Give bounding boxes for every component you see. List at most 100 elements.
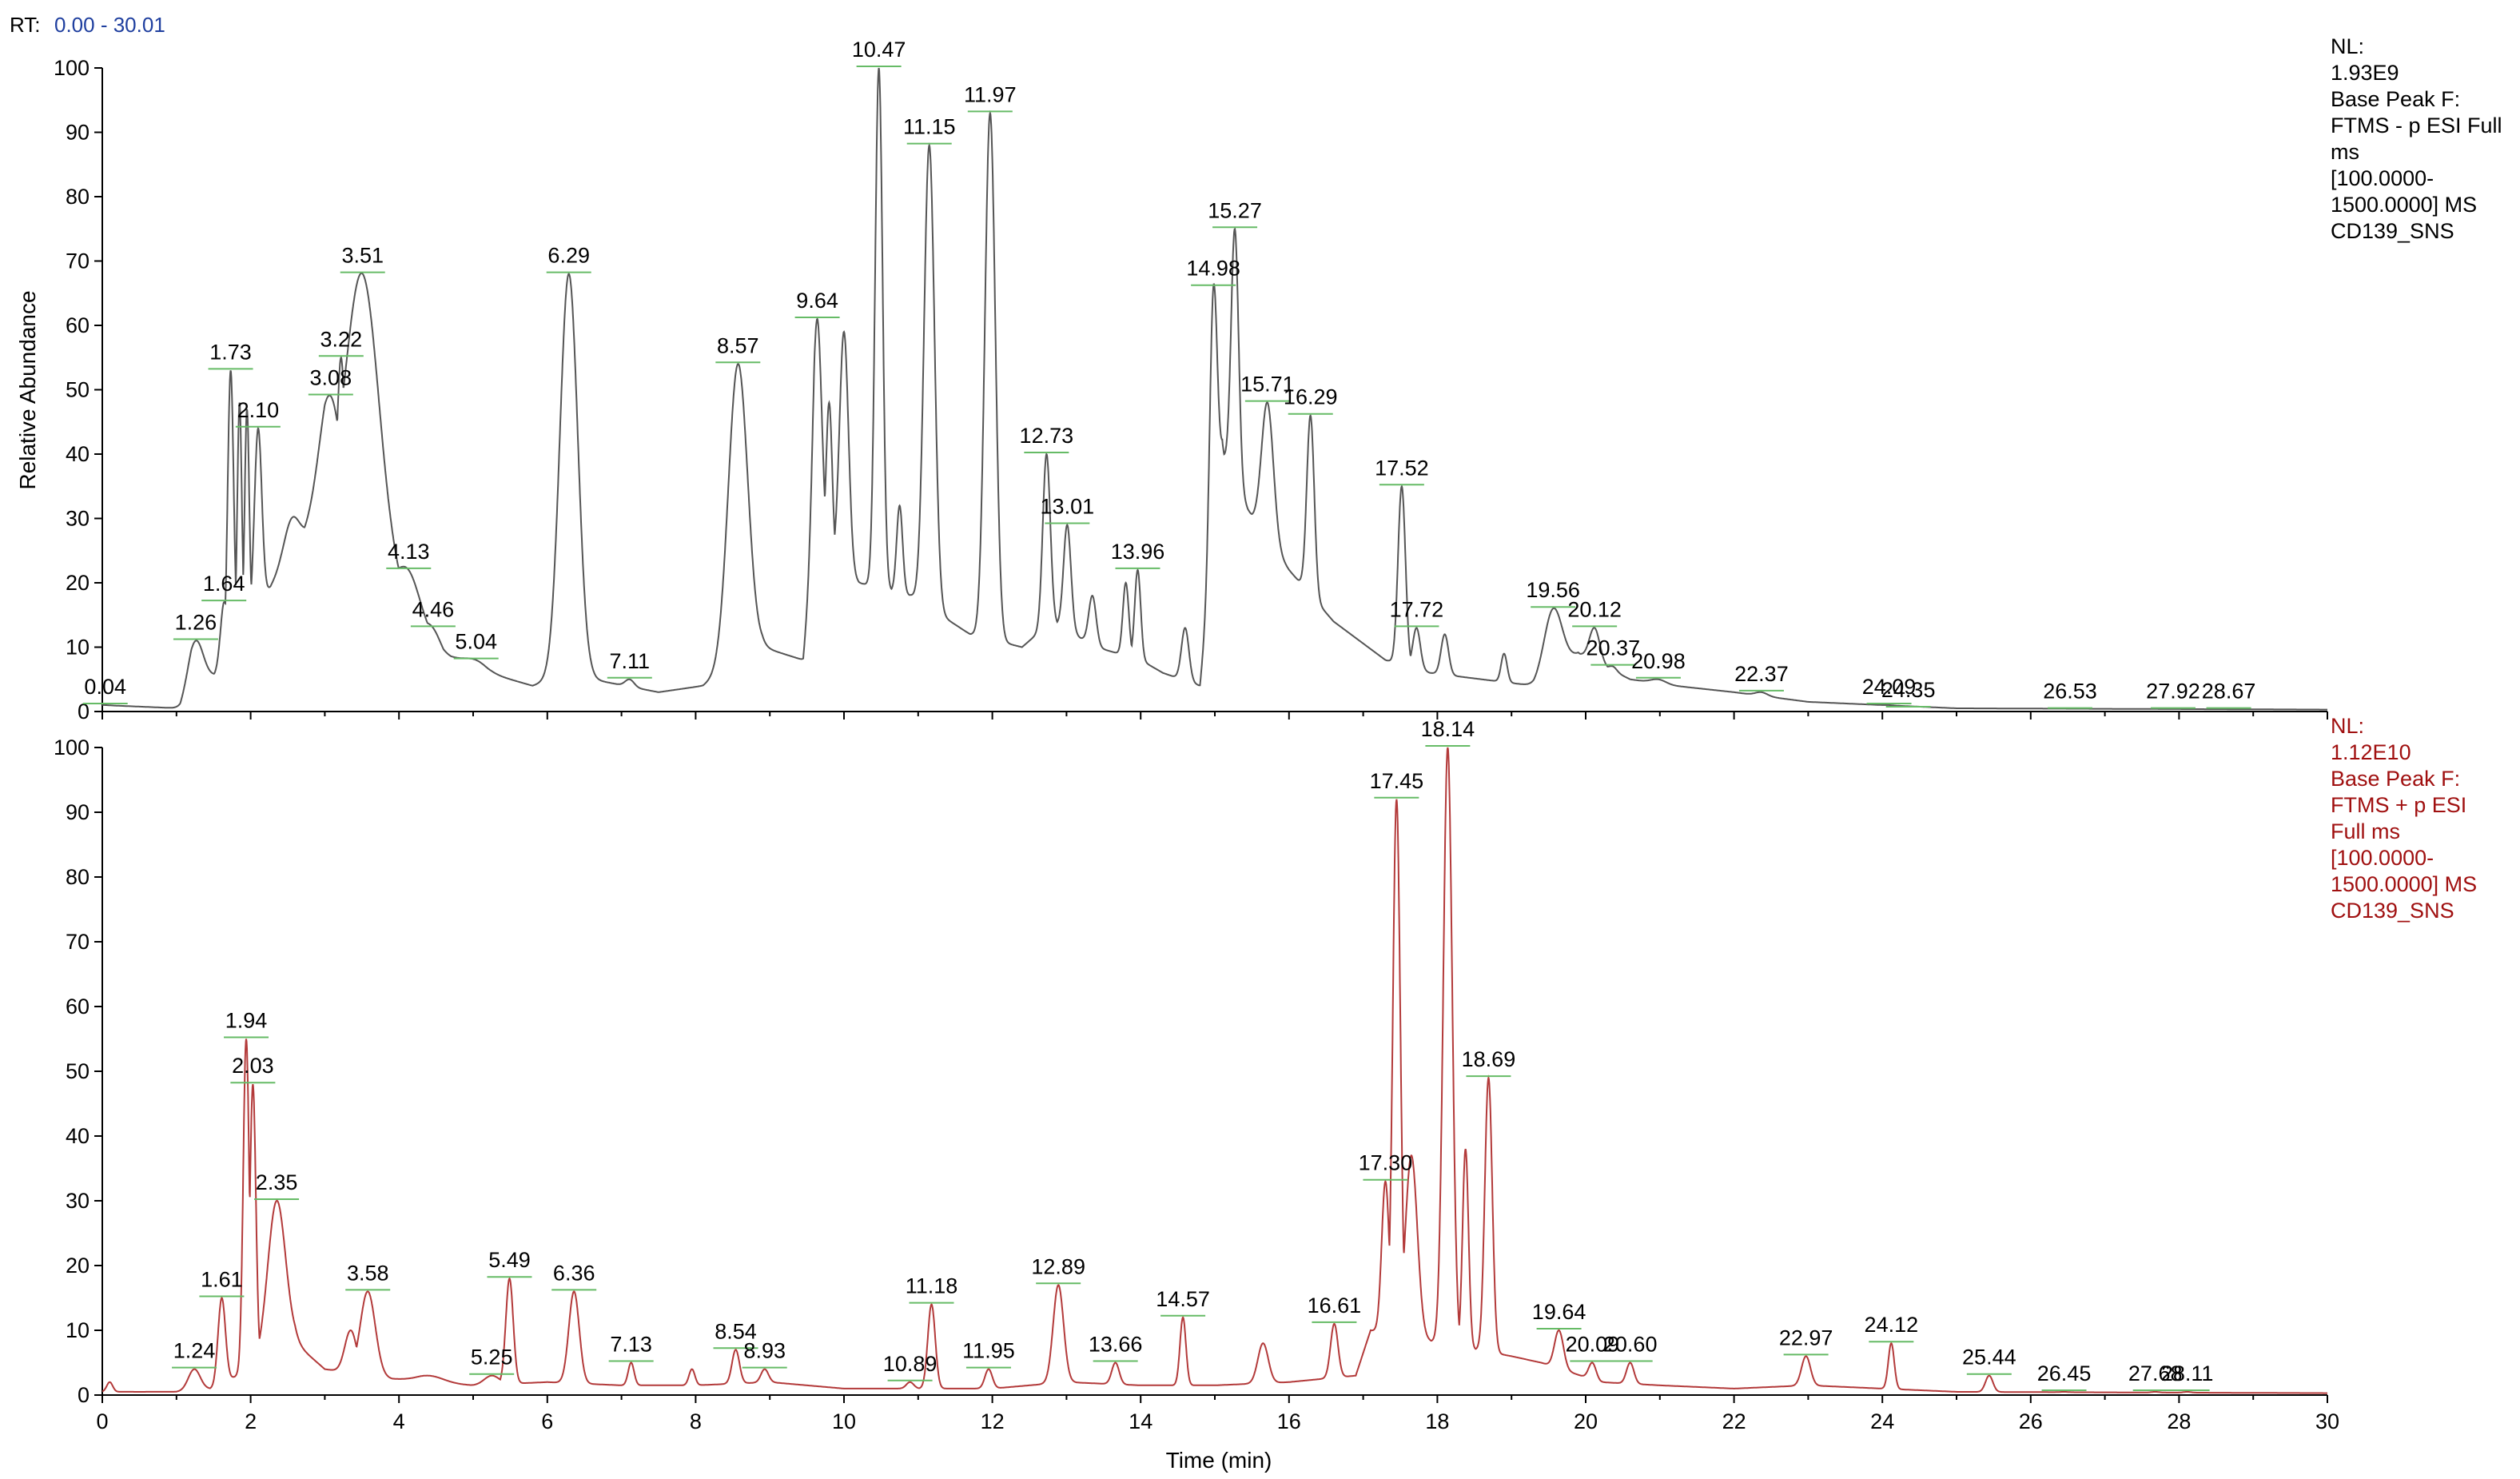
peak-label: 18.69 [1462,1047,1516,1071]
y-tick-label: 50 [66,1059,90,1083]
peak-label: 19.56 [1526,578,1580,602]
peak-label: 14.57 [1156,1287,1210,1311]
y-tick-label: 90 [66,121,90,145]
x-tick-label: 22 [1722,1409,1746,1433]
x-tick-label: 30 [2315,1409,2339,1433]
peak-label: 3.08 [310,366,352,390]
info-line: CD139_SNS [2331,899,2454,923]
peak-label: 5.04 [455,630,497,654]
y-tick-label: 70 [66,930,90,954]
peak-label: 1.64 [203,572,245,596]
y-tick-label: 60 [66,995,90,1019]
y-tick-label: 60 [66,313,90,337]
peak-label: 4.46 [412,597,455,621]
peak-label: 1.24 [173,1339,216,1363]
peak-label: 2.10 [237,398,280,422]
info-line: NL: [2331,34,2364,58]
peak-label: 3.22 [320,327,363,351]
peak-label: 17.72 [1390,597,1444,621]
peak-label: 20.98 [1631,649,1686,673]
y-tick-label: 80 [66,185,90,209]
peak-label: 8.54 [715,1319,757,1343]
y-tick-label: 10 [66,1318,90,1342]
peak-label: 20.12 [1567,597,1622,621]
peak-label: 15.71 [1240,373,1295,397]
x-tick-label: 4 [393,1409,405,1433]
info-line: Base Peak F: [2331,767,2460,791]
peak-label: 12.89 [1031,1254,1085,1278]
peak-label: 20.60 [1603,1333,1658,1357]
peak-label: 1.26 [175,610,217,634]
info-line: 1500.0000] MS [2331,872,2477,896]
chart-panel-1: 0 10 20 30 40 50 60 70 80 90 100 0.04 1.26 1.64 1.73 2.… [54,34,2502,724]
peak-label: 10.47 [852,38,906,62]
info-line: ms [2331,140,2359,164]
peak-label: 24.12 [1865,1313,1919,1337]
peak-label: 7.13 [610,1333,652,1357]
peak-label: 5.49 [488,1248,531,1272]
peak-label: 13.66 [1089,1333,1143,1357]
x-tick-label: 18 [1425,1409,1449,1433]
x-tick-label: 12 [981,1409,1005,1433]
peak-label: 26.45 [2037,1361,2092,1385]
y-tick-label: 70 [66,249,90,273]
peak-label: 4.13 [388,540,430,564]
rt-range: 0.00 - 30.01 [54,13,165,37]
peak-label: 13.01 [1041,495,1095,519]
info-line: 1500.0000] MS [2331,193,2477,217]
x-tick-label: 10 [832,1409,856,1433]
peak-label: 1.73 [209,340,252,364]
peak-label: 24.35 [1881,678,1936,702]
y-tick-label: 90 [66,800,90,824]
peak-label: 22.97 [1779,1326,1833,1349]
y-tick-label: 20 [66,1254,90,1278]
peak-label: 5.25 [471,1345,513,1369]
x-tick-label: 20 [1574,1409,1598,1433]
peak-label: 7.11 [610,649,651,673]
x-tick-label: 28 [2167,1409,2191,1433]
peak-label: 20.09 [1566,1333,1620,1357]
info-line: FTMS + p ESI [2331,793,2466,817]
peak-label: 6.36 [553,1261,595,1285]
peak-label: 19.64 [1532,1300,1586,1324]
x-tick-label: 0 [96,1409,108,1433]
info-line: 1.12E10 [2331,740,2411,764]
info-line: [100.0000- [2331,846,2434,870]
peak-label: 2.03 [232,1054,274,1078]
peak-label: 18.14 [1421,717,1475,741]
peak-label: 14.98 [1186,257,1240,281]
peak-label: 12.73 [1020,424,1074,448]
y-tick-label: 30 [66,1189,90,1213]
x-tick-label: 24 [1870,1409,1894,1433]
peak-label: 3.51 [341,244,384,268]
peak-label: 13.96 [1111,540,1165,564]
x-tick-label: 14 [1129,1409,1153,1433]
peak-label: 6.29 [547,244,590,268]
peak-label: 22.37 [1734,662,1789,686]
peak-label: 1.61 [201,1268,243,1292]
info-line: CD139_SNS [2331,219,2454,243]
chart-panels: 01020304050607080901000.041.261.641.732.… [54,34,2502,1433]
peak-label: 27.92 [2146,680,2200,704]
x-tick-label: 26 [2019,1409,2043,1433]
peak-label: 17.30 [1359,1151,1413,1175]
info-line: FTMS - p ESI Full [2331,114,2502,138]
info-line: NL: [2331,714,2364,738]
peak-label: 17.45 [1370,769,1424,793]
y-tick-label: 10 [66,636,90,660]
peak-label: 16.29 [1284,385,1338,409]
peak-label: 8.93 [743,1339,786,1363]
x-tick-label: 8 [690,1409,702,1433]
x-tick-label: 2 [245,1409,257,1433]
peak-label: 24.09 [1862,675,1917,699]
peak-label: 25.44 [1962,1345,2016,1369]
peak-label: 28.67 [2202,680,2256,704]
peak-label: 27.68 [2128,1361,2183,1385]
y-tick-label: 100 [54,56,90,80]
y-tick-label: 100 [54,736,90,759]
info-line: [100.0000- [2331,166,2434,190]
peak-label: 17.52 [1375,456,1429,480]
peak-label: 11.15 [903,115,956,139]
